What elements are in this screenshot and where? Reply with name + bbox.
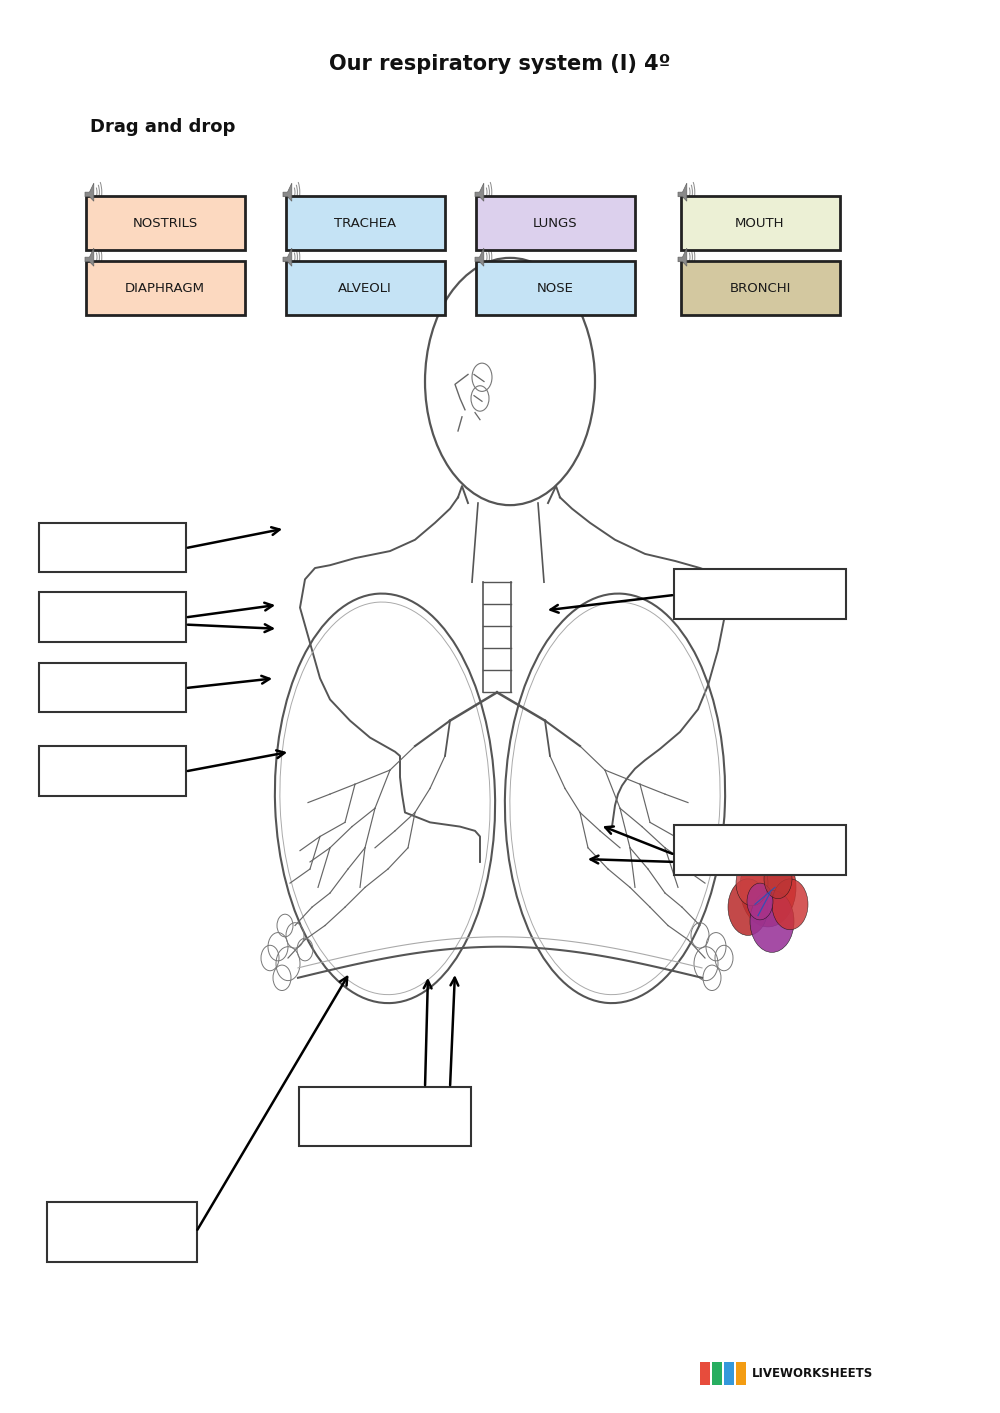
FancyBboxPatch shape bbox=[47, 1202, 197, 1262]
FancyBboxPatch shape bbox=[674, 825, 846, 875]
Circle shape bbox=[728, 879, 768, 935]
Bar bbox=[700, 1362, 710, 1385]
Polygon shape bbox=[85, 184, 94, 201]
Circle shape bbox=[740, 848, 796, 927]
Text: TRACHEA: TRACHEA bbox=[334, 216, 396, 230]
FancyBboxPatch shape bbox=[39, 746, 186, 796]
FancyBboxPatch shape bbox=[39, 592, 186, 642]
Text: MOUTH: MOUTH bbox=[735, 216, 785, 230]
Text: LIVEWORKSHEETS: LIVEWORKSHEETS bbox=[752, 1366, 873, 1381]
Circle shape bbox=[747, 883, 773, 920]
Polygon shape bbox=[283, 249, 292, 266]
Polygon shape bbox=[678, 249, 687, 266]
Polygon shape bbox=[678, 184, 687, 201]
FancyBboxPatch shape bbox=[680, 261, 840, 315]
Text: ALVEOLI: ALVEOLI bbox=[338, 281, 392, 295]
Text: NOSE: NOSE bbox=[537, 281, 573, 295]
FancyBboxPatch shape bbox=[680, 196, 840, 250]
Polygon shape bbox=[283, 184, 292, 201]
FancyBboxPatch shape bbox=[299, 1087, 471, 1146]
FancyBboxPatch shape bbox=[476, 196, 635, 250]
Text: NOSTRILS: NOSTRILS bbox=[132, 216, 198, 230]
Polygon shape bbox=[475, 249, 484, 266]
Polygon shape bbox=[475, 184, 484, 201]
FancyBboxPatch shape bbox=[39, 523, 186, 572]
Bar bbox=[736, 1362, 746, 1385]
Circle shape bbox=[750, 890, 794, 952]
Circle shape bbox=[736, 861, 768, 906]
Bar bbox=[712, 1362, 722, 1385]
Text: Our respiratory system (I) 4º: Our respiratory system (I) 4º bbox=[329, 54, 671, 73]
Polygon shape bbox=[85, 249, 94, 266]
Circle shape bbox=[772, 879, 808, 930]
FancyBboxPatch shape bbox=[286, 261, 444, 315]
Text: LUNGS: LUNGS bbox=[533, 216, 577, 230]
Text: DIAPHRAGM: DIAPHRAGM bbox=[125, 281, 205, 295]
Bar bbox=[724, 1362, 734, 1385]
FancyBboxPatch shape bbox=[86, 261, 244, 315]
Text: BRONCHI: BRONCHI bbox=[729, 281, 791, 295]
FancyBboxPatch shape bbox=[674, 569, 846, 619]
Circle shape bbox=[764, 859, 792, 899]
FancyBboxPatch shape bbox=[286, 196, 444, 250]
FancyBboxPatch shape bbox=[86, 196, 244, 250]
Text: Drag and drop: Drag and drop bbox=[90, 119, 235, 136]
FancyBboxPatch shape bbox=[476, 261, 635, 315]
FancyBboxPatch shape bbox=[39, 663, 186, 712]
